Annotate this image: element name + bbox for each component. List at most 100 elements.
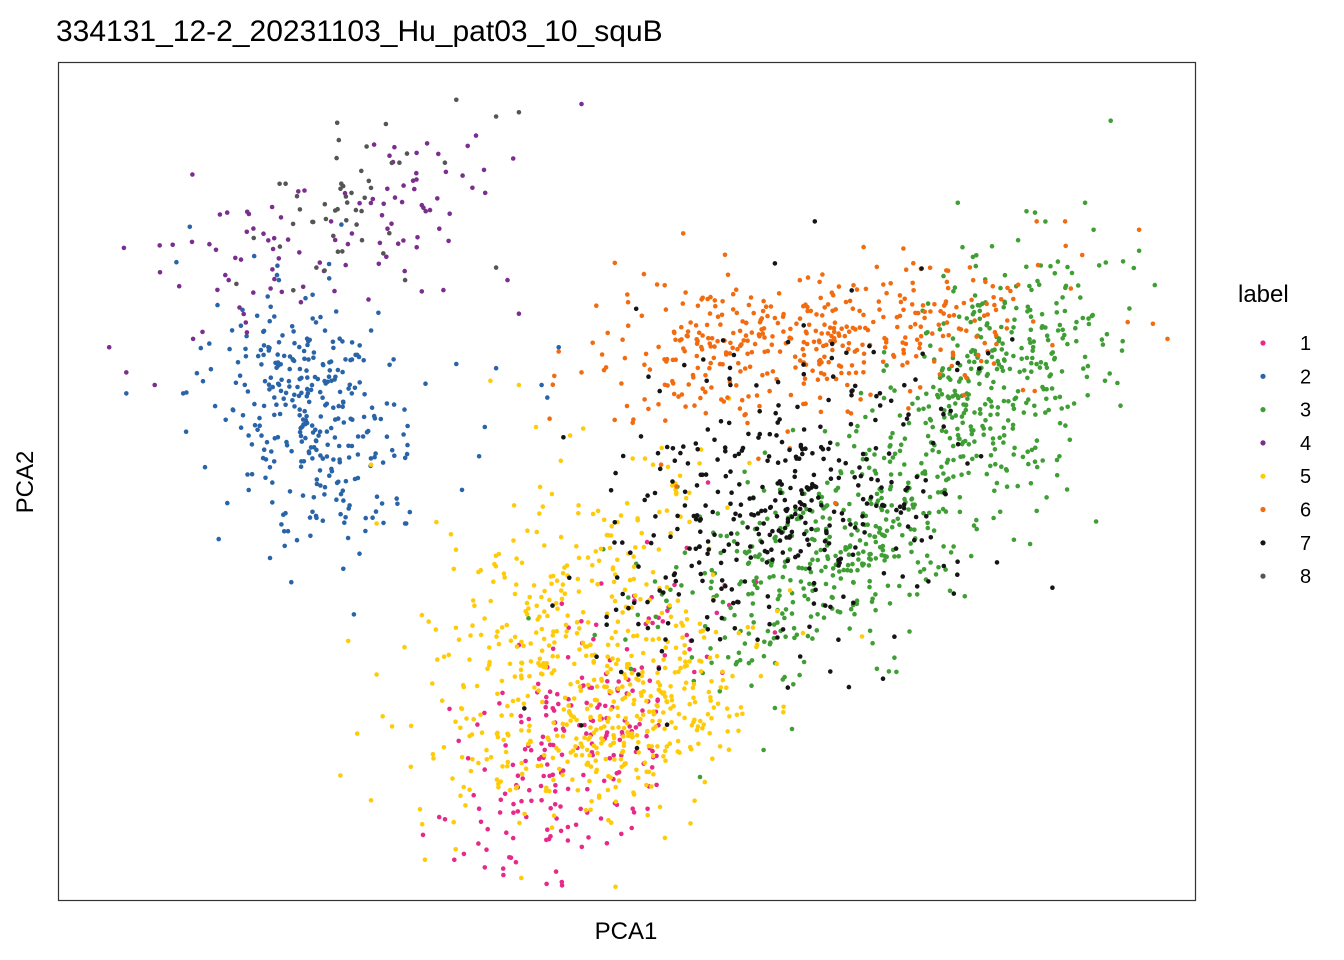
data-point (814, 550, 819, 555)
data-point (849, 392, 854, 398)
data-point (1044, 396, 1049, 402)
data-point (613, 799, 619, 804)
data-point (662, 653, 668, 658)
data-point (303, 295, 308, 301)
data-point (755, 637, 760, 642)
data-point (939, 464, 944, 470)
data-point (452, 857, 457, 863)
data-point (272, 276, 277, 282)
data-point (1005, 318, 1010, 323)
data-point (861, 549, 866, 554)
data-point (601, 778, 607, 784)
data-point (613, 884, 618, 890)
data-point (361, 414, 367, 420)
data-point (470, 185, 475, 191)
data-point (644, 637, 649, 642)
data-point (995, 358, 1001, 364)
data-point (801, 323, 806, 328)
data-point (277, 411, 283, 417)
data-point (544, 699, 549, 705)
data-point (612, 757, 617, 762)
data-point (576, 555, 582, 561)
data-point (363, 528, 368, 534)
data-point (304, 394, 310, 399)
data-point (903, 335, 908, 340)
data-point (1054, 310, 1060, 315)
data-point (1011, 296, 1016, 302)
data-point (1015, 237, 1021, 243)
data-point (631, 701, 636, 707)
data-point (743, 333, 749, 338)
data-point (797, 506, 803, 512)
data-point (527, 787, 532, 793)
data-point (270, 480, 275, 485)
data-point (414, 177, 419, 182)
data-point (336, 443, 342, 449)
data-point (846, 552, 852, 557)
data-point (261, 329, 266, 335)
data-point (864, 501, 870, 506)
data-point (335, 249, 341, 254)
data-point (373, 509, 379, 514)
data-point (392, 453, 397, 459)
data-point (439, 698, 445, 703)
data-point (280, 333, 285, 338)
data-point (777, 538, 783, 543)
data-point (642, 760, 648, 765)
data-point (704, 615, 710, 620)
data-point (279, 377, 284, 383)
data-point (1020, 454, 1026, 460)
data-point (551, 720, 556, 726)
data-point (1057, 322, 1063, 328)
data-point (298, 425, 304, 431)
data-point (761, 521, 766, 526)
data-point (607, 756, 613, 761)
data-point (868, 551, 873, 557)
data-point (534, 529, 540, 535)
data-point (543, 704, 548, 710)
data-point (849, 288, 854, 293)
data-point (720, 599, 726, 605)
data-point (1063, 243, 1068, 249)
data-point (676, 394, 681, 399)
data-point (644, 698, 649, 704)
data-point (311, 355, 316, 361)
data-point (344, 218, 349, 223)
data-point (773, 534, 778, 540)
data-point (286, 378, 292, 384)
data-point (1032, 210, 1038, 215)
data-point (730, 673, 735, 679)
chart-title: 334131_12-2_20231103_Hu_pat03_10_squB (56, 15, 663, 48)
data-point (476, 454, 482, 459)
data-point (882, 335, 887, 341)
data-point (698, 718, 703, 724)
data-point (892, 388, 897, 393)
data-point (718, 685, 724, 690)
data-point (723, 583, 728, 589)
data-point (777, 588, 782, 593)
data-point (525, 528, 530, 533)
data-point (770, 557, 775, 562)
data-point (1019, 356, 1024, 362)
data-point (584, 731, 589, 736)
data-point (241, 311, 246, 317)
data-point (984, 471, 990, 477)
data-point (1047, 374, 1052, 379)
data-point (821, 343, 826, 349)
data-point (805, 596, 811, 602)
data-point (591, 658, 596, 664)
data-point (933, 572, 939, 577)
data-point (251, 253, 257, 259)
data-point (676, 711, 682, 717)
data-point (972, 293, 978, 298)
data-point (305, 375, 310, 380)
data-point (807, 561, 813, 567)
data-point (997, 435, 1002, 441)
data-point (540, 504, 546, 509)
data-point (751, 579, 757, 584)
data-point (810, 451, 815, 456)
data-point (565, 824, 571, 830)
data-point (731, 600, 736, 606)
data-point (991, 361, 997, 366)
data-point (661, 710, 666, 715)
